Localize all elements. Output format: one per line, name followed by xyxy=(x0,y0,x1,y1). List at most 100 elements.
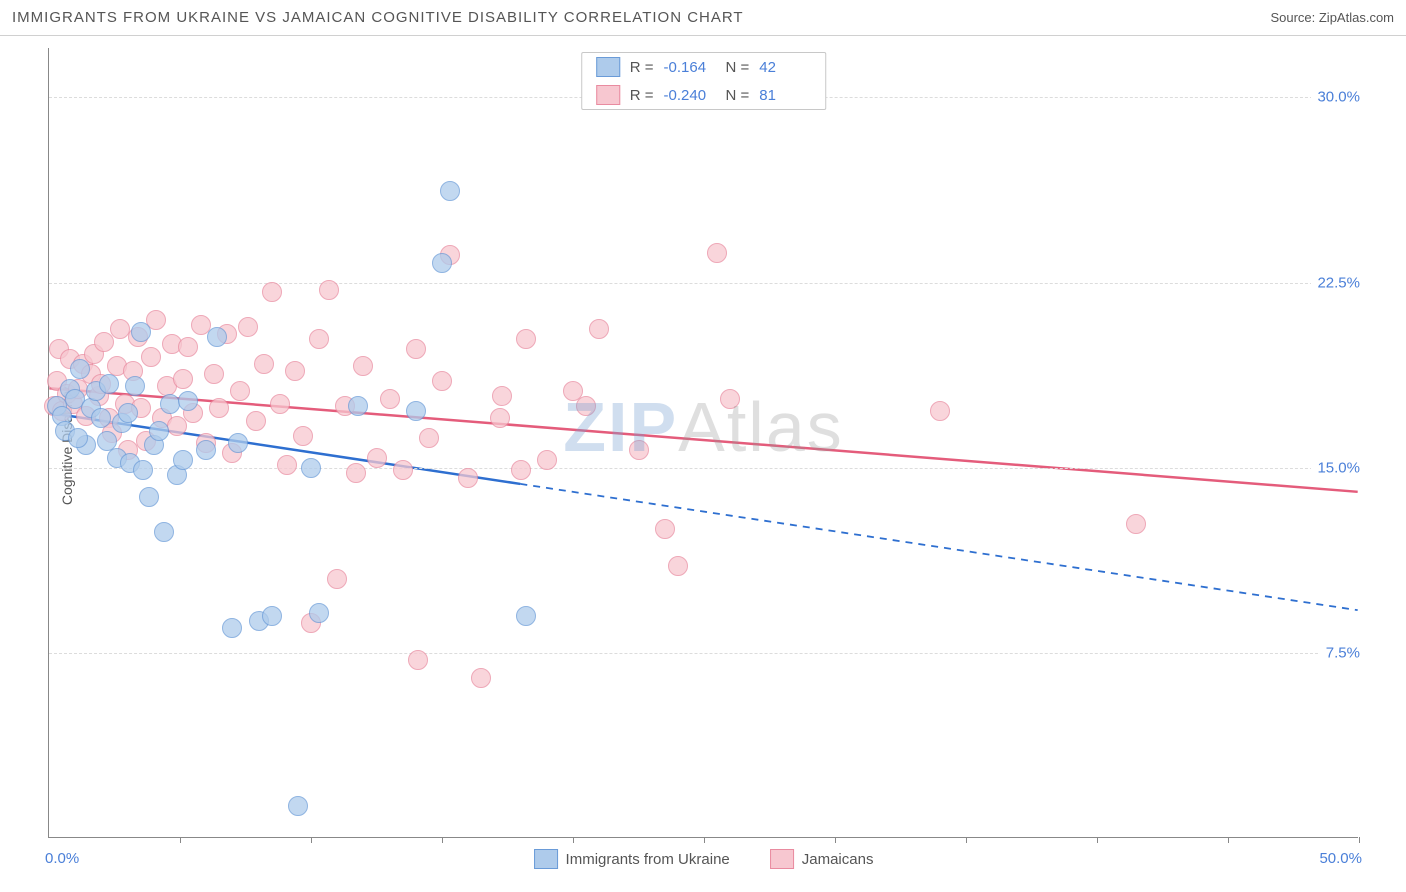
scatter-point xyxy=(432,253,452,273)
scatter-point xyxy=(238,317,258,337)
scatter-point xyxy=(222,618,242,638)
correlation-legend-row: R = -0.240 N = 81 xyxy=(582,81,826,109)
series-name-jamaicans: Jamaicans xyxy=(802,851,874,868)
scatter-point xyxy=(160,394,180,414)
scatter-point xyxy=(511,460,531,480)
series-legend-item: Immigrants from Ukraine xyxy=(534,849,730,869)
scatter-point xyxy=(419,428,439,448)
scatter-point xyxy=(629,440,649,460)
scatter-point xyxy=(406,339,426,359)
scatter-point xyxy=(209,398,229,418)
x-min-label: 0.0% xyxy=(45,850,79,867)
scatter-point xyxy=(406,401,426,421)
scatter-point xyxy=(348,396,368,416)
scatter-point xyxy=(139,487,159,507)
scatter-point xyxy=(173,369,193,389)
scatter-point xyxy=(141,347,161,367)
scatter-point xyxy=(125,376,145,396)
title-bar: IMMIGRANTS FROM UKRAINE VS JAMAICAN COGN… xyxy=(0,0,1406,36)
scatter-point xyxy=(254,354,274,374)
scatter-point xyxy=(720,389,740,409)
scatter-point xyxy=(492,386,512,406)
scatter-point xyxy=(490,408,510,428)
r-label: R = xyxy=(630,87,654,104)
scatter-point xyxy=(516,329,536,349)
scatter-point xyxy=(262,606,282,626)
x-tick xyxy=(311,837,312,843)
gridline xyxy=(49,653,1358,654)
scatter-point xyxy=(309,603,329,623)
scatter-point xyxy=(1126,514,1146,534)
plot-area: ZIPAtlas R = -0.164 N = 42 R = -0.240 N … xyxy=(48,48,1358,838)
correlation-legend-row: R = -0.164 N = 42 xyxy=(582,53,826,81)
legend-swatch-ukraine xyxy=(596,57,620,77)
scatter-point xyxy=(110,319,130,339)
watermark-atlas: Atlas xyxy=(678,388,844,466)
y-tick-label: 30.0% xyxy=(1311,89,1360,106)
r-value-jamaicans: -0.240 xyxy=(664,87,716,104)
n-label: N = xyxy=(726,59,750,76)
r-value-ukraine: -0.164 xyxy=(664,59,716,76)
x-tick xyxy=(704,837,705,843)
n-value-ukraine: 42 xyxy=(759,59,811,76)
gridline xyxy=(49,283,1358,284)
legend-swatch-ukraine xyxy=(534,849,558,869)
scatter-point xyxy=(118,403,138,423)
r-label: R = xyxy=(630,59,654,76)
scatter-point xyxy=(367,448,387,468)
scatter-point xyxy=(432,371,452,391)
scatter-point xyxy=(930,401,950,421)
scatter-point xyxy=(516,606,536,626)
scatter-point xyxy=(230,381,250,401)
series-legend: Immigrants from Ukraine Jamaicans xyxy=(534,849,874,869)
scatter-point xyxy=(408,650,428,670)
scatter-point xyxy=(301,458,321,478)
scatter-point xyxy=(471,668,491,688)
chart-title: IMMIGRANTS FROM UKRAINE VS JAMAICAN COGN… xyxy=(12,9,744,26)
correlation-legend: R = -0.164 N = 42 R = -0.240 N = 81 xyxy=(581,52,827,110)
series-legend-item: Jamaicans xyxy=(770,849,874,869)
scatter-point xyxy=(173,450,193,470)
scatter-point xyxy=(285,361,305,381)
scatter-point xyxy=(99,374,119,394)
scatter-point xyxy=(576,396,596,416)
scatter-point xyxy=(154,522,174,542)
y-tick-label: 22.5% xyxy=(1311,274,1360,291)
legend-swatch-jamaicans xyxy=(770,849,794,869)
x-tick xyxy=(442,837,443,843)
scatter-point xyxy=(319,280,339,300)
scatter-point xyxy=(353,356,373,376)
y-tick-label: 15.0% xyxy=(1311,459,1360,476)
x-tick xyxy=(573,837,574,843)
scatter-point xyxy=(204,364,224,384)
trend-line-dashed xyxy=(520,484,1357,610)
gridline xyxy=(49,468,1358,469)
scatter-point xyxy=(133,460,153,480)
n-value-jamaicans: 81 xyxy=(759,87,811,104)
scatter-point xyxy=(293,426,313,446)
scatter-point xyxy=(707,243,727,263)
scatter-point xyxy=(393,460,413,480)
scatter-point xyxy=(288,796,308,816)
scatter-point xyxy=(246,411,266,431)
scatter-point xyxy=(277,455,297,475)
x-tick xyxy=(966,837,967,843)
source-label: Source: ZipAtlas.com xyxy=(1270,10,1394,25)
y-tick-label: 7.5% xyxy=(1320,644,1360,661)
scatter-point xyxy=(589,319,609,339)
scatter-point xyxy=(207,327,227,347)
scatter-point xyxy=(262,282,282,302)
scatter-point xyxy=(178,391,198,411)
watermark: ZIPAtlas xyxy=(563,387,844,467)
scatter-point xyxy=(327,569,347,589)
scatter-point xyxy=(68,428,88,448)
scatter-point xyxy=(70,359,90,379)
scatter-point xyxy=(270,394,290,414)
legend-swatch-jamaicans xyxy=(596,85,620,105)
scatter-point xyxy=(228,433,248,453)
x-tick xyxy=(180,837,181,843)
scatter-point xyxy=(537,450,557,470)
scatter-point xyxy=(309,329,329,349)
series-name-ukraine: Immigrants from Ukraine xyxy=(566,851,730,868)
chart-container: IMMIGRANTS FROM UKRAINE VS JAMAICAN COGN… xyxy=(0,0,1406,892)
